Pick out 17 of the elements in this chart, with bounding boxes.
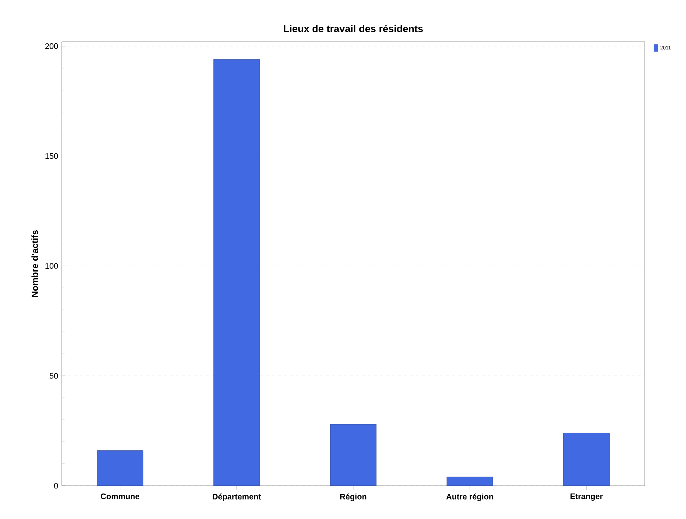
bar <box>563 433 610 486</box>
y-tick-label: 100 <box>46 263 58 270</box>
y-axis-title: Nombre d'actifs <box>32 230 38 298</box>
bar <box>446 476 494 486</box>
x-tick-label: Département <box>212 494 262 502</box>
chart-title: Lieux de travail des résidents <box>284 25 424 32</box>
y-tick-label: 200 <box>46 44 58 50</box>
x-tick-label: Région <box>340 494 367 502</box>
y-tick-label: 50 <box>50 373 58 379</box>
bar <box>330 424 377 486</box>
x-tick-label: Autre région <box>446 494 494 502</box>
x-tick-label: Etranger <box>570 494 604 501</box>
y-tick-label: 0 <box>54 483 58 489</box>
bar <box>97 450 144 486</box>
bar <box>214 59 260 486</box>
x-tick-label: Commune <box>101 494 140 500</box>
y-tick-label: 150 <box>46 153 58 160</box>
